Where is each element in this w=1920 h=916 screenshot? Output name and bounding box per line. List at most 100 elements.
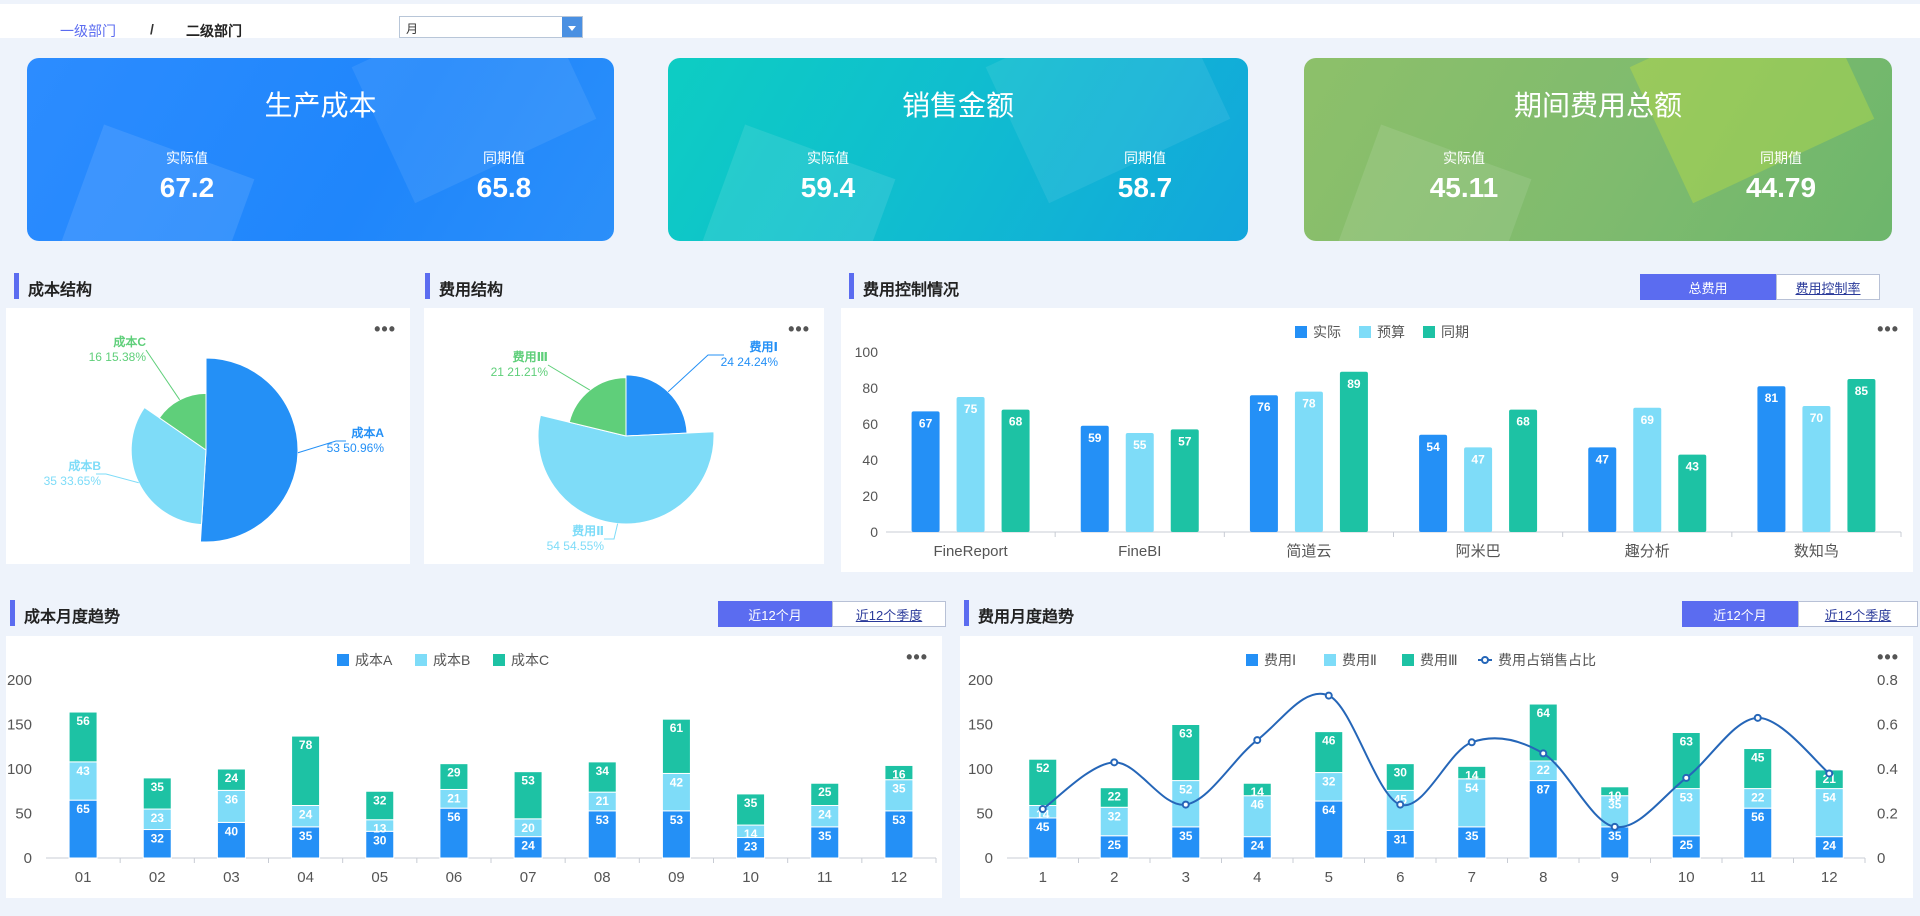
- pie-slice: [199, 357, 299, 543]
- breadcrumb-level2[interactable]: 二级部门: [186, 23, 242, 39]
- section-title-cost-trend: 成本月度趋势: [10, 600, 120, 627]
- bar-value-label: 24: [1823, 839, 1837, 853]
- bar-value-label: 89: [1347, 377, 1361, 391]
- legend-label: 费用Ⅲ: [1420, 652, 1458, 668]
- ratio-point: [1467, 738, 1476, 747]
- ratio-point: [1825, 769, 1834, 778]
- ratio-point: [1682, 773, 1691, 782]
- y-tick-label: 100: [855, 344, 879, 360]
- legend-label: 实际: [1313, 324, 1341, 340]
- bar-value-label: 47: [1471, 452, 1485, 466]
- x-tick-label: 07: [520, 869, 537, 886]
- x-tick-label: 12: [1821, 869, 1838, 886]
- bar-segment: [365, 790, 395, 821]
- more-icon[interactable]: •••: [1877, 319, 1899, 339]
- tab-last-12-months[interactable]: 近12个月: [1682, 601, 1798, 627]
- bar-value-label: 24: [225, 771, 239, 785]
- bar-value-label: 67: [919, 416, 933, 430]
- pie-label-name: 费用Ⅱ: [572, 523, 604, 538]
- bar-segment: [68, 761, 98, 801]
- x-tick-label: 8: [1539, 869, 1547, 886]
- bar-value-label: 21: [596, 794, 610, 808]
- bar-segment: [884, 764, 914, 781]
- bar-value-label: 34: [596, 764, 610, 778]
- pie-slice: [568, 377, 627, 437]
- legend-label: 成本B: [433, 652, 470, 668]
- bar-value-label: 24: [818, 807, 832, 821]
- x-tick-label: 阿米巴: [1456, 543, 1501, 560]
- bar: [1509, 409, 1538, 532]
- bar-value-label: 35: [1465, 829, 1479, 843]
- bar: [911, 411, 940, 532]
- bar-value-label: 36: [225, 792, 239, 806]
- more-icon[interactable]: •••: [1877, 647, 1899, 667]
- bar-value-label: 21: [447, 791, 461, 805]
- bar-value-label: 10: [1608, 789, 1622, 803]
- bar-value-label: 53: [670, 813, 684, 827]
- bar-segment: [1814, 788, 1844, 838]
- bar-segment: [884, 779, 914, 812]
- bar-segment: [810, 826, 840, 859]
- bar-value-label: 30: [373, 833, 387, 847]
- pie-leader-line: [547, 364, 591, 391]
- bar-segment: [1457, 826, 1487, 859]
- period-select[interactable]: 月: [399, 16, 583, 38]
- pie-label-value: 35 33.65%: [44, 474, 102, 488]
- bar-value-label: 13: [373, 822, 387, 836]
- y-tick-label: 50: [15, 806, 32, 823]
- bar-segment: [1671, 788, 1701, 837]
- tab-last-12-months[interactable]: 近12个月: [718, 601, 832, 627]
- ratio-point: [1753, 713, 1762, 722]
- cost-trend-chart: 成本A 成本B 成本C0501001502000165435602322335034…: [7, 652, 937, 886]
- kpi-card-sales-amount: 销售金额 实际值 59.4 同期值 58.7: [668, 58, 1248, 241]
- y-tick-label: 100: [7, 761, 32, 778]
- pie-leader-line: [297, 440, 346, 454]
- bar: [1001, 409, 1030, 532]
- bar-value-label: 57: [1178, 434, 1192, 448]
- legend-swatch: [337, 654, 349, 666]
- bar-value-label: 64: [1322, 803, 1336, 817]
- bar: [1633, 407, 1662, 532]
- bar-value-label: 32: [151, 832, 165, 846]
- chevron-down-icon[interactable]: [562, 17, 582, 37]
- x-tick-label: 08: [594, 869, 611, 886]
- bar-value-label: 47: [1596, 452, 1610, 466]
- bar-segment: [1242, 782, 1272, 797]
- more-icon[interactable]: •••: [788, 319, 810, 339]
- more-icon[interactable]: •••: [906, 647, 928, 667]
- x-tick-label: 1: [1039, 869, 1047, 886]
- ratio-point: [1610, 822, 1619, 831]
- bar-value-label: 43: [1686, 460, 1700, 474]
- more-icon[interactable]: •••: [374, 319, 396, 339]
- bar-segment: [68, 799, 98, 859]
- bar-value-label: 43: [76, 764, 90, 778]
- bar-value-label: 56: [76, 714, 90, 728]
- bar-segment: [1099, 806, 1129, 837]
- x-tick-label: 02: [149, 869, 166, 886]
- kpi-actual-label: 实际值: [807, 150, 849, 166]
- y-tick-label: 200: [7, 672, 32, 689]
- tab-last-12-quarters[interactable]: 近12个季度: [832, 601, 946, 627]
- ratio-point: [1110, 758, 1119, 767]
- tab-last-12-quarters[interactable]: 近12个季度: [1798, 601, 1918, 627]
- tab-total-expense[interactable]: 总费用: [1640, 274, 1776, 300]
- breadcrumb-level1[interactable]: 一级部门: [60, 23, 116, 39]
- bar-segment: [1028, 817, 1058, 859]
- bar-value-label: 32: [373, 793, 387, 807]
- x-tick-label: 01: [75, 869, 92, 886]
- kpi-card-period-expense: 期间费用总额 实际值 45.11 同期值 44.79: [1304, 58, 1892, 241]
- bar: [1802, 406, 1831, 532]
- kpi-title: 生产成本: [264, 90, 377, 121]
- bar-value-label: 35: [1179, 829, 1193, 843]
- bar-value-label: 45: [1751, 751, 1765, 765]
- bar: [956, 397, 985, 532]
- pie-label-name: 成本A: [351, 425, 384, 440]
- bar-segment: [1743, 807, 1773, 859]
- pie-slice: [158, 392, 207, 451]
- expense-control-chart: 实际 预算 同期 0 20 40 60 80 100 FineReport 67 75 68 FineBI…: [855, 324, 1902, 560]
- bar: [1125, 433, 1154, 532]
- bar-segment: [1385, 829, 1415, 859]
- legend-label: 成本A: [355, 652, 393, 668]
- tab-expense-control-rate[interactable]: 费用控制率: [1776, 274, 1880, 300]
